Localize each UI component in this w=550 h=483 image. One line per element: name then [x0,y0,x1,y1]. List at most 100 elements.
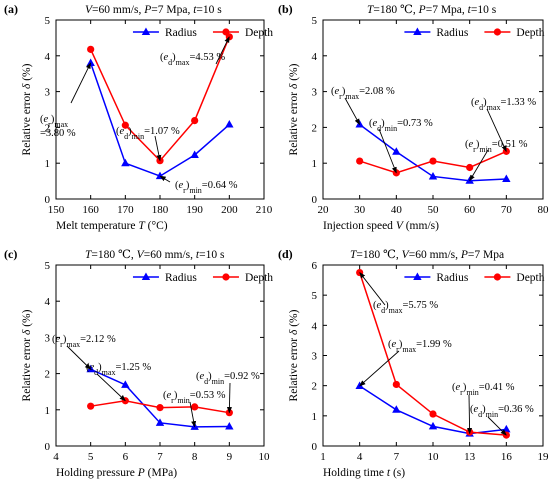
x-tick-label: 7 [157,451,163,463]
radius-point [121,380,130,388]
radius-point [155,418,165,426]
annotation: (ed)min=0.36 % [470,404,534,436]
annotation: (ed)max=4.53 % [160,36,230,67]
y-tick-label: 4 [312,320,318,332]
radius-point [392,147,401,155]
annotation-arrow [154,135,162,162]
annotation-arrow [467,394,473,435]
panel-letter: (c) [4,247,17,261]
y-tick-label: 4 [45,296,51,308]
depth-point [429,410,437,418]
svg-text:(ed)max=1.25 %: (ed)max=1.25 % [86,362,151,377]
x-tick-label: 6 [123,451,129,463]
y-tick-label: 1 [312,158,318,170]
annotation-arrow [66,345,92,370]
svg-text:(ed)min=1.07 %: (ed)min=1.07 % [116,126,180,141]
svg-text:(er)max=2.12 %: (er)max=2.12 % [52,334,116,349]
legend-radius-marker [413,27,422,35]
depth-point [466,163,474,172]
depth-point [356,157,364,165]
svg-text:(ed)min=0.36 %: (ed)min=0.36 % [470,404,534,419]
y-tick-label: 0 [312,194,318,206]
annotation-arrow [70,62,92,104]
radius-point [428,421,438,430]
y-tick-label: 3 [45,87,51,99]
y-tick-label: 0 [45,441,51,453]
x-tick-label: 13 [464,451,476,463]
depth-point [191,403,199,411]
annotation: (er)max=1.99 % [359,339,452,387]
annotation-arrow [226,382,232,414]
svg-text:=3.80 %: =3.80 % [40,128,76,139]
x-tick-label: 210 [256,204,273,216]
annotation-arrow [189,401,197,428]
x-tick-label: 10 [428,451,440,463]
y-tick-label: 5 [45,260,51,272]
annotation-arrow [487,416,507,436]
y-tick-label: 6 [312,260,318,272]
legend-depth-label: Depth [245,272,273,284]
legend-depth-marker [222,273,230,281]
x-axis-label: Injection speed V (mm/s) [323,220,439,232]
legend-radius-marker [141,27,151,35]
radius-point [121,158,130,167]
y-tick-label: 5 [45,15,51,27]
legend-depth-label: Depth [516,27,544,39]
panel-title: T=180 ℃, P=7 Mpa, t=10 s [367,4,497,16]
radius-point [392,405,401,413]
y-tick-label: 5 [312,15,318,27]
y-axis-label: Relative error δ (%) [21,309,33,401]
annotation: (ed)max=1.33 % [471,97,536,152]
annotation-arrow [159,175,171,183]
svg-text:(er)min=0.64 %: (er)min=0.64 % [175,180,238,195]
svg-text:(ed)max=4.53 %: (ed)max=4.53 % [160,52,225,67]
depth-point [156,404,164,412]
annotation: (er)min=0.41 % [452,382,515,435]
panel-letter: (b) [278,2,293,16]
svg-text:(ed)min=0.73 %: (ed)min=0.73 % [369,118,433,133]
radius-point [502,174,511,182]
x-tick-label: 150 [48,204,65,216]
x-axis-label: Holding pressure P (MPa) [56,467,177,479]
x-tick-label: 200 [221,204,238,216]
y-tick-label: 0 [45,194,51,206]
x-tick-label: 20 [318,204,330,216]
legend-radius-marker [141,272,151,280]
x-tick-label: 9 [227,451,233,463]
radius-point [502,424,511,433]
annotation: (ed)min=0.92 % [196,371,260,414]
x-tick-label: 5 [88,451,94,463]
annotation: (er)max=2.08 % [331,86,395,126]
depth-point [121,121,129,129]
x-tick-label: 160 [82,204,99,216]
legend-radius-label: Radius [436,272,468,284]
panel-title: T=180 ℃, V=60 mm/s, t=10 s [85,249,225,261]
annotation-arrow [486,108,507,152]
radius-point [428,171,438,180]
y-tick-label: 2 [312,122,318,134]
x-tick-label: 16 [501,451,513,463]
y-axis-label: Relative error δ (%) [288,63,300,155]
annotation-arrow [359,350,400,387]
annotation: (ed)min=0.73 % [369,118,433,174]
x-tick-label: 60 [464,204,476,216]
y-tick-label: 2 [312,381,318,393]
y-tick-label: 2 [45,369,51,381]
annotation: (er)max=2.12 % [52,334,116,370]
legend-depth-label: Depth [516,272,544,284]
depth-point [392,380,400,389]
plot-frame [322,264,544,447]
annotation: (er)max=3.80 % [40,62,92,139]
svg-text:(ed)max=1.33 %: (ed)max=1.33 % [471,97,536,112]
svg-text:(er)max=1.99 %: (er)max=1.99 % [388,339,452,354]
annotation-arrow [96,373,126,402]
y-tick-label: 3 [45,332,51,344]
y-tick-label: 4 [45,51,51,63]
x-axis-label: Melt temperature T (°C) [56,220,168,232]
y-tick-label: 0 [312,441,318,453]
panel-c: (c) T=180 ℃, V=60 mm/s, t=10 s 4 5 6 7 8 9 10 0 1 2… [4,247,273,479]
legend-depth-marker [222,28,230,36]
